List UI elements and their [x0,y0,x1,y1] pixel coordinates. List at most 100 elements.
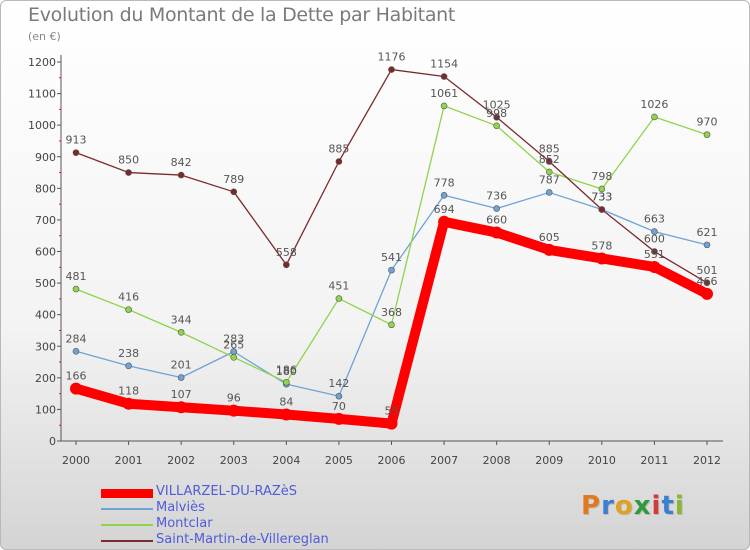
data-label: 96 [227,392,241,405]
data-point [545,189,553,196]
data-label: 55 [385,405,399,418]
y-tick-label: 700 [35,214,56,227]
data-label: 284 [66,332,87,345]
data-point [703,241,711,249]
data-label: 283 [223,333,244,346]
x-tick-label: 2005 [325,454,353,467]
data-label: 1026 [640,98,668,111]
data-point [72,348,80,355]
logo-letter: i [674,491,685,521]
data-point [595,252,608,265]
y-tick-label: 800 [35,182,56,195]
data-label: 451 [328,280,349,293]
data-label: 998 [486,107,507,120]
legend-swatch [101,540,153,542]
data-label: 694 [434,203,455,216]
data-label: 852 [539,153,560,166]
data-label: 142 [328,377,349,390]
data-point [283,378,290,386]
data-label: 885 [539,142,560,155]
data-point [335,158,343,165]
x-tick-label: 2003 [220,454,248,467]
data-label: 733 [591,190,612,203]
y-tick-label: 1100 [28,88,56,101]
data-point [651,113,658,121]
data-point [125,362,132,370]
data-point [440,191,448,199]
data-label: 466 [697,275,718,288]
x-tick-label: 2001 [115,454,143,467]
data-point [701,287,713,300]
data-label: 368 [381,306,402,319]
y-tick-label: 500 [35,277,56,290]
data-point [651,228,658,235]
data-point [227,404,240,417]
data-label: 600 [644,233,665,246]
data-point [230,354,238,361]
data-label: 1061 [430,87,458,100]
data-point [230,188,238,196]
data-label: 481 [66,270,87,283]
x-tick-label: 2000 [62,454,90,467]
data-point [493,205,500,212]
x-tick-label: 2008 [483,454,511,467]
y-tick-label: 600 [35,246,56,259]
series-line [75,105,708,383]
data-point [598,206,606,213]
logo-letter: i [651,491,662,521]
data-label: 344 [171,313,192,326]
data-label: 180 [276,365,297,378]
data-point [175,401,188,414]
chart-title: Evolution du Montant de la Dette par Hab… [28,4,456,26]
data-label: 605 [539,231,560,244]
data-point [125,169,132,176]
data-label: 842 [171,156,192,169]
data-label: 558 [276,246,297,259]
data-label: 238 [118,347,139,360]
data-point [332,412,345,425]
legend-label: Malviès [156,500,205,515]
data-point [388,66,395,73]
logo-letter: r [601,491,615,521]
y-tick-label: 100 [35,403,56,416]
data-point [651,248,658,255]
legend-swatch [101,524,153,526]
y-tick-label: 300 [35,340,56,353]
data-label: 778 [434,176,455,189]
data-label: 166 [66,370,87,383]
y-tick-label: 1200 [28,56,56,69]
data-point [177,329,185,336]
data-point [388,266,395,274]
data-label: 551 [644,248,665,261]
data-point [125,306,132,313]
y-tick-label: 400 [35,309,56,322]
data-label: 621 [697,226,718,239]
data-label: 789 [223,173,244,186]
data-point [703,279,711,287]
data-point [385,417,398,430]
data-point [493,122,500,130]
data-label: 1176 [378,51,406,64]
data-label: 1025 [483,98,511,111]
data-label: 84 [279,395,293,408]
x-tick-label: 2010 [588,454,616,467]
x-tick-label: 2011 [640,454,668,467]
data-point [283,261,290,269]
data-label: 201 [171,359,192,372]
x-tick-label: 2004 [272,454,300,467]
data-label: 578 [591,239,612,252]
legend-label: VILLARZEL-DU-RAZèS [156,484,298,499]
data-point [440,102,448,110]
logo-letter: P [581,491,602,521]
y-tick-label: 900 [35,151,56,164]
data-point [438,215,451,228]
data-point [335,392,343,400]
data-point [703,131,711,138]
legend-swatch [101,488,153,498]
x-tick-label: 2002 [167,454,195,467]
y-tick-label: 200 [35,372,56,385]
data-label: 660 [486,214,507,227]
data-point [388,321,395,329]
